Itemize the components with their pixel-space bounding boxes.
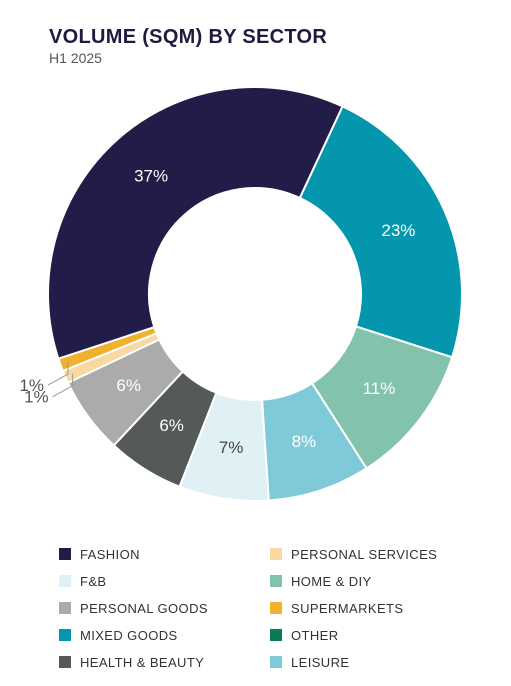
legend-swatch	[270, 629, 282, 641]
legend-label: HOME & DIY	[291, 573, 372, 589]
chart-subtitle: H1 2025	[49, 50, 102, 66]
legend-item-health-beauty: HEALTH & BEAUTY	[59, 653, 270, 671]
legend-swatch	[270, 656, 282, 668]
slice-fashion	[47, 86, 344, 360]
leader-line-supermarkets	[47, 362, 69, 386]
legend-swatch	[59, 575, 71, 587]
legend-item-personal-goods: PERSONAL GOODS	[59, 599, 270, 617]
chart-title: VOLUME (SQM) BY SECTOR	[49, 26, 328, 48]
slice-label-supermarkets: 1%	[19, 376, 44, 395]
donut-chart: 23% 11% 8% 7% 6% 6% 1%1% 37%	[19, 86, 463, 502]
slice-label-f-b: 7%	[219, 438, 244, 457]
legend-label: F&B	[80, 573, 107, 589]
legend-item-home-diy: HOME & DIY	[270, 572, 470, 590]
legend-item-personal-services: PERSONAL SERVICES	[270, 545, 470, 563]
slice-label-personal-goods: 6%	[116, 376, 141, 395]
legend-swatch	[59, 602, 71, 614]
legend-label: OTHER	[291, 627, 339, 643]
legend-swatch	[59, 656, 71, 668]
legend-label: HEALTH & BEAUTY	[80, 654, 205, 670]
legend-label: PERSONAL SERVICES	[291, 546, 438, 562]
legend-swatch	[270, 575, 282, 587]
legend-label: PERSONAL GOODS	[80, 600, 208, 616]
legend-item-leisure: LEISURE	[270, 653, 470, 671]
legend-swatch	[270, 602, 282, 614]
legend-label: FASHION	[80, 546, 140, 562]
slice-label-mixed-goods: 23%	[381, 221, 415, 240]
slice-label-fashion: 37%	[134, 166, 168, 185]
legend-item-supermarkets: SUPERMARKETS	[270, 599, 470, 617]
slice-label-leisure: 8%	[292, 432, 317, 451]
legend-item-mixed-goods: MIXED GOODS	[59, 626, 270, 644]
legend-swatch	[59, 548, 71, 560]
slice-label-home-diy: 11%	[363, 379, 396, 398]
leader-line-personal-services	[52, 373, 74, 398]
slice-label-personal-services: 1%	[24, 388, 49, 407]
legend-label: MIXED GOODS	[80, 627, 178, 643]
legend-label: SUPERMARKETS	[291, 600, 404, 616]
legend-item-other: OTHER	[270, 626, 470, 644]
legend-item-fashion: FASHION	[59, 545, 270, 563]
slice-mixed-goods	[298, 105, 463, 359]
legend-swatch	[270, 548, 282, 560]
slice-label-health-beauty: 6%	[159, 416, 184, 435]
legend-label: LEISURE	[291, 654, 350, 670]
legend-item-fb: F&B	[59, 572, 270, 590]
chart-legend: FASHION PERSONAL SERVICES F&B HOME & DIY…	[59, 545, 489, 671]
legend-swatch	[59, 629, 71, 641]
